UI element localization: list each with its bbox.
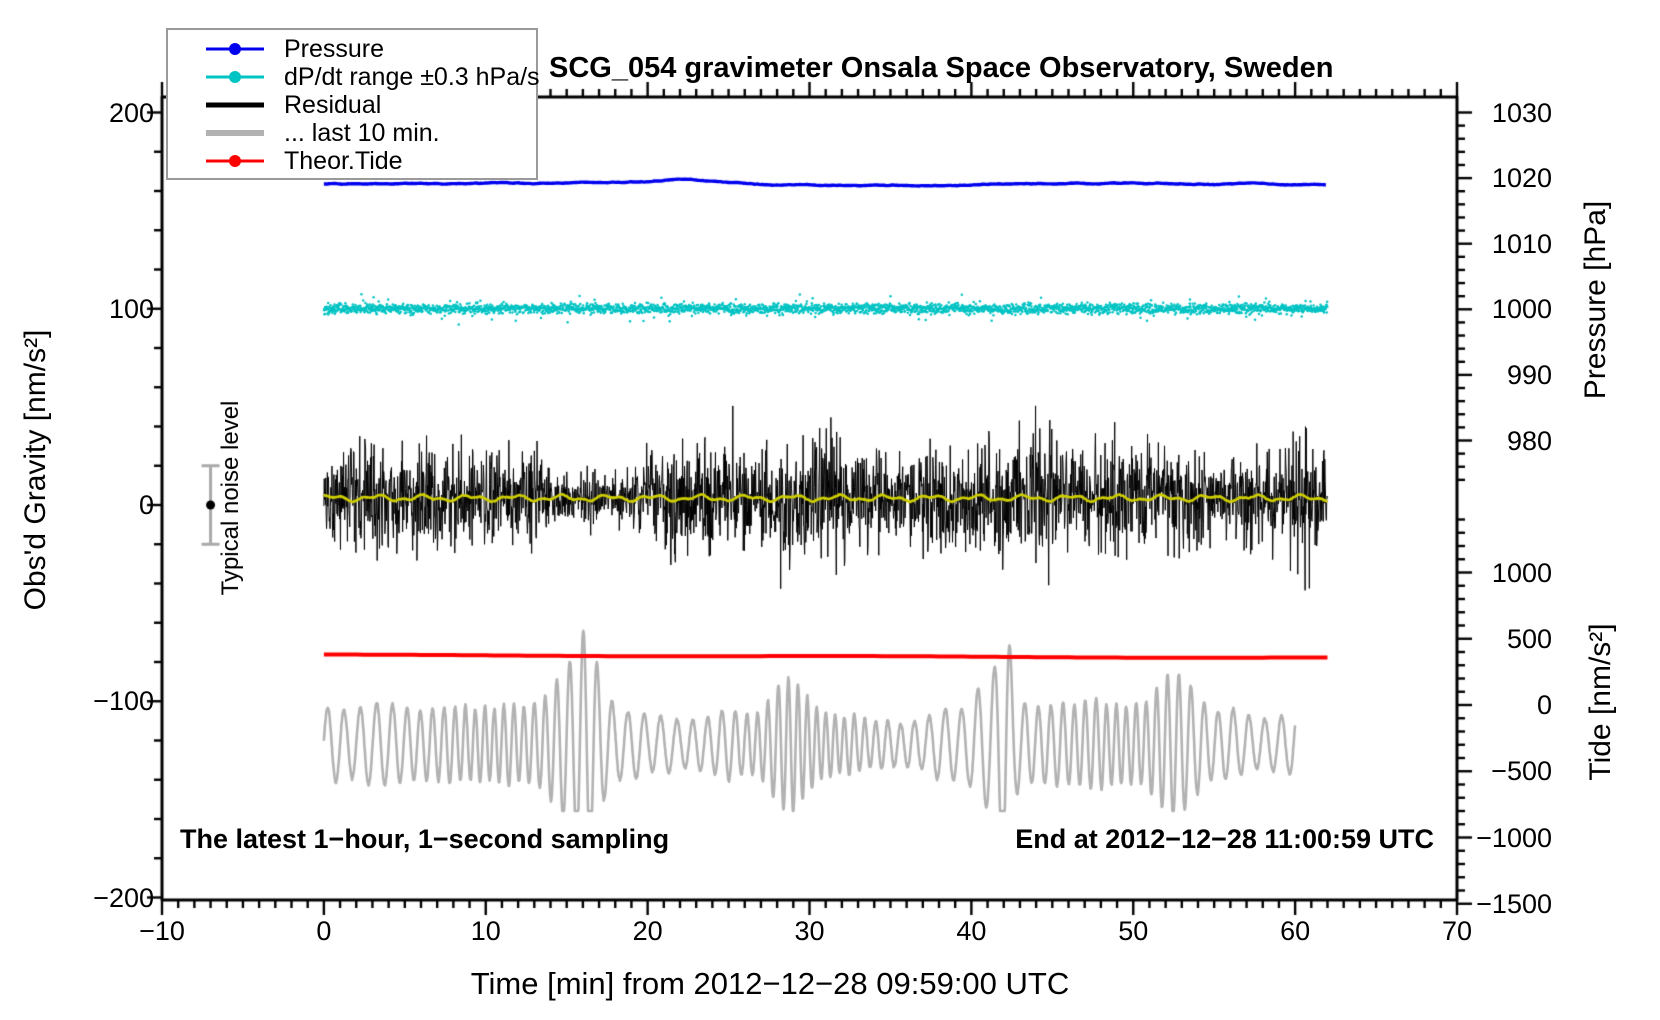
legend-item: ... last 10 min. [168, 119, 536, 147]
x-tick-label: 10 [470, 916, 501, 946]
legend-item-label: Pressure [284, 34, 385, 63]
gravity-tick-label: 100 [108, 293, 154, 324]
x-tick-label: 30 [794, 916, 825, 946]
legend-sample-line [206, 154, 264, 168]
legend-item-label: Residual [284, 90, 382, 119]
x-tick-label: 0 [316, 916, 332, 946]
legend-item: Pressure [168, 35, 536, 63]
legend-item: Theor.Tide [168, 147, 536, 175]
noise-level-label: Typical noise level [217, 400, 244, 596]
legend-item-label: dP/dt range ±0.3 hPa/s [284, 62, 540, 91]
pressure-tick-label: 1030 [1491, 97, 1552, 128]
x-tick-label: 20 [632, 916, 663, 946]
legend-sample-dot [229, 43, 241, 55]
x-tick-label: −10 [139, 916, 185, 946]
pressure-tick-label: 1010 [1491, 228, 1552, 259]
gravity-tick-label: 200 [108, 97, 154, 128]
legend-sample-dot [229, 71, 241, 83]
end-time-note: End at 2012−12−28 11:00:59 UTC [1015, 824, 1434, 854]
x-tick-label: 50 [1118, 916, 1149, 946]
page-title: SCG_054 gravimeter Onsala Space Observat… [549, 52, 1334, 84]
legend-sample-dot [229, 155, 241, 167]
tide-tick-label: −1500 [1476, 888, 1552, 919]
tide-tick-label: 1000 [1491, 557, 1552, 588]
legend-item-label: Theor.Tide [284, 146, 403, 175]
legend-sample-line [206, 42, 264, 56]
tide-tick-label: −500 [1491, 756, 1552, 787]
tide-tick-label: 500 [1506, 623, 1552, 654]
pressure-tick-label: 1020 [1491, 163, 1552, 194]
time-axis-title: Time [min] from 2012−12−28 09:59:00 UTC [470, 966, 1070, 1001]
x-tick-label: 40 [956, 916, 987, 946]
gravity-axis-title: Obs'd Gravity [nm/s²] [19, 329, 52, 611]
gravity-tick-label: −100 [93, 686, 154, 717]
legend-item: Residual [168, 91, 536, 119]
tide-axis-title: Tide [nm/s²] [1584, 623, 1617, 781]
x-tick-label: 60 [1280, 916, 1311, 946]
tide-tick-label: 0 [1536, 690, 1552, 720]
gravity-tick-label: −200 [93, 882, 154, 913]
legend-sample-line [206, 126, 264, 140]
pressure-tick-label: 990 [1506, 359, 1552, 390]
legend: Pressure dP/dt range ±0.3 hPa/s Residual..… [166, 28, 540, 180]
pressure-axis-title: Pressure [hPa] [1579, 200, 1612, 400]
x-tick-label: 70 [1441, 916, 1473, 946]
legend-item: dP/dt range ±0.3 hPa/s [168, 63, 540, 91]
pressure-tick-label: 980 [1506, 425, 1552, 456]
legend-sample-line [206, 98, 264, 112]
sampling-note: The latest 1−hour, 1−second sampling [180, 824, 670, 854]
tide-tick-label: −1000 [1476, 822, 1552, 853]
pressure-tick-label: 1000 [1491, 294, 1552, 325]
legend-sample-line [206, 70, 264, 84]
legend-item-label: ... last 10 min. [284, 118, 440, 147]
gravity-tick-label: 0 [138, 490, 154, 520]
